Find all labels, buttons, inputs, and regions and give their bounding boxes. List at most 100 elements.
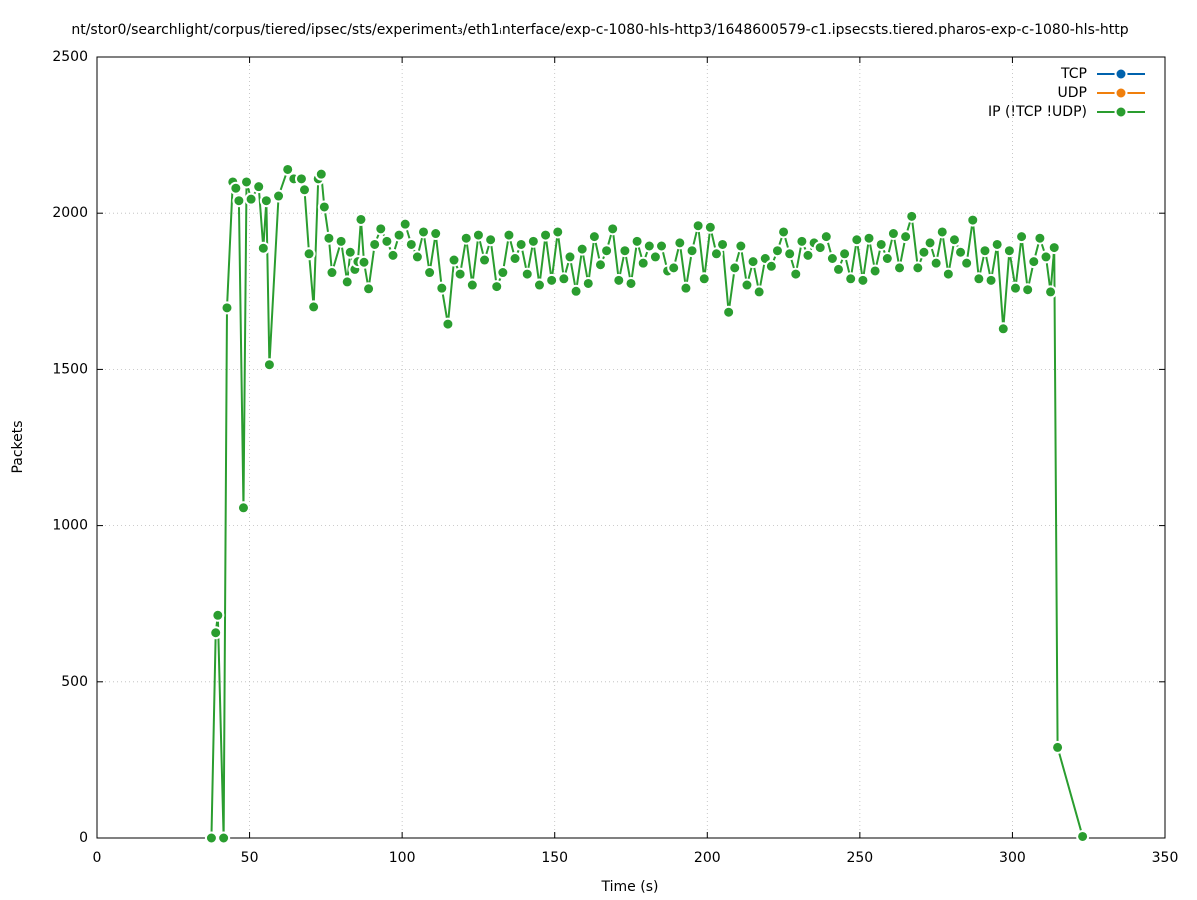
series-point <box>874 237 888 251</box>
series-point <box>297 183 311 197</box>
series-point <box>1027 255 1041 269</box>
series-point <box>410 250 424 264</box>
series-point <box>557 272 571 286</box>
series-point <box>259 194 273 208</box>
series-point <box>545 273 559 287</box>
series-point <box>453 267 467 281</box>
series-point <box>240 175 254 189</box>
series-point <box>612 273 626 287</box>
series-point <box>856 273 870 287</box>
series-point <box>209 626 223 640</box>
x-axis-label: Time (s) <box>601 879 659 895</box>
series-point <box>1044 285 1058 299</box>
series-point <box>752 285 766 299</box>
series-point <box>281 162 295 176</box>
series-point <box>256 241 270 255</box>
series-point <box>868 264 882 278</box>
series-point <box>990 237 1004 251</box>
series-point <box>334 234 348 248</box>
plot-frame <box>96 56 1166 839</box>
series-point <box>232 194 246 208</box>
series-point <box>244 192 258 206</box>
series-point <box>374 222 388 236</box>
series-point <box>520 267 534 281</box>
series-point <box>569 284 583 298</box>
series-point <box>1002 244 1016 258</box>
y-tick-label: 2000 <box>52 205 88 221</box>
series-point <box>563 250 577 264</box>
series-point <box>636 256 650 270</box>
series-point <box>679 281 693 295</box>
series-point <box>252 180 266 194</box>
series-point <box>624 276 638 290</box>
series-point <box>923 236 937 250</box>
series-point <box>1015 230 1029 244</box>
series-point <box>697 272 711 286</box>
series-point <box>417 225 431 239</box>
series-point <box>886 227 900 241</box>
series-point <box>314 167 328 181</box>
series-point <box>217 831 231 845</box>
series-point <box>575 242 589 256</box>
x-tick-label: 0 <box>93 850 102 866</box>
series-point <box>354 212 368 226</box>
x-tick-label: 50 <box>241 850 259 866</box>
legend-swatch-point <box>1114 67 1128 81</box>
series-point <box>630 234 644 248</box>
series-point <box>551 225 565 239</box>
series-point <box>642 239 656 253</box>
y-tick-label: 0 <box>79 830 88 846</box>
x-tick-label: 100 <box>389 850 416 866</box>
series-point <box>893 261 907 275</box>
series-point <box>954 245 968 259</box>
series-point <box>539 228 553 242</box>
series-point <box>1039 250 1053 264</box>
series-point <box>984 273 998 287</box>
series-point <box>795 234 809 248</box>
series-point <box>655 239 669 253</box>
series-point <box>746 255 760 269</box>
y-tick-label: 1500 <box>52 361 88 377</box>
x-tick-label: 300 <box>999 850 1026 866</box>
series-point <box>716 237 730 251</box>
series-point <box>204 831 218 845</box>
series-point <box>429 227 443 241</box>
series-point <box>447 253 461 267</box>
series-point <box>465 278 479 292</box>
series-point <box>783 247 797 261</box>
y-axis-label: Packets <box>10 420 26 473</box>
series-point <box>648 250 662 264</box>
series-point <box>357 255 371 269</box>
series-point <box>404 237 418 251</box>
y-tick-label: 1000 <box>52 518 88 534</box>
series-point <box>618 244 632 258</box>
series-point <box>526 234 540 248</box>
series-point <box>236 501 250 515</box>
series-point <box>307 300 321 314</box>
series-point <box>1008 281 1022 295</box>
series-point <box>813 241 827 255</box>
series-point <box>423 266 437 280</box>
series-point <box>722 305 736 319</box>
x-tick-label: 250 <box>846 850 873 866</box>
series-point <box>272 189 286 203</box>
series-point <box>340 275 354 289</box>
series-point <box>302 247 316 261</box>
series-point <box>764 259 778 273</box>
series-point <box>831 262 845 276</box>
chart-title: nt/stor0/searchlight/corpus/tiered/ipsec… <box>71 22 1128 38</box>
series-point <box>459 231 473 245</box>
series-point <box>229 181 243 195</box>
series-point <box>899 230 913 244</box>
series-point <box>862 231 876 245</box>
series-point <box>801 248 815 262</box>
series-point <box>581 276 595 290</box>
series-point <box>441 317 455 331</box>
series-point <box>685 244 699 258</box>
series-point <box>691 219 705 233</box>
series-point <box>220 301 234 315</box>
series-point <box>941 267 955 281</box>
y-tick-label: 2500 <box>52 49 88 65</box>
series-point <box>935 225 949 239</box>
